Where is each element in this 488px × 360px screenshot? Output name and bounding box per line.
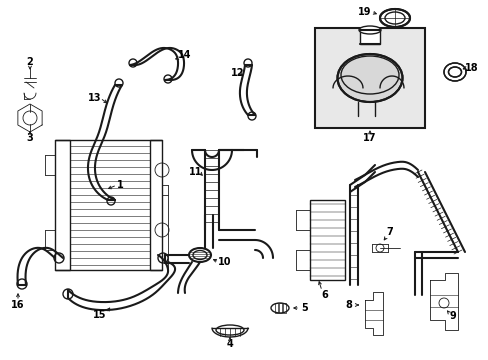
Ellipse shape: [443, 63, 465, 81]
Text: 14: 14: [178, 50, 191, 60]
Ellipse shape: [337, 54, 402, 102]
Text: 8: 8: [345, 300, 352, 310]
Text: 3: 3: [26, 133, 33, 143]
Bar: [283, 303, 285, 313]
Ellipse shape: [216, 325, 244, 335]
Ellipse shape: [358, 26, 380, 34]
Bar: [55, 140, 70, 270]
Text: 15: 15: [93, 310, 106, 320]
Text: 5: 5: [301, 303, 308, 313]
Ellipse shape: [379, 9, 409, 27]
Text: 2: 2: [26, 57, 33, 67]
Bar: [274, 303, 278, 313]
Text: 17: 17: [363, 133, 376, 143]
Text: 4: 4: [226, 339, 233, 349]
Ellipse shape: [447, 67, 461, 77]
Text: 9: 9: [448, 311, 455, 321]
Text: 13: 13: [88, 93, 102, 103]
Text: 7: 7: [386, 227, 392, 237]
Bar: [314, 28, 424, 128]
Text: 12: 12: [231, 68, 244, 78]
Bar: [359, 30, 379, 44]
Text: 10: 10: [218, 257, 231, 267]
Text: 11: 11: [189, 167, 203, 177]
Bar: [279, 303, 282, 313]
Text: 16: 16: [11, 300, 25, 310]
Text: 19: 19: [358, 7, 371, 17]
Text: 6: 6: [321, 290, 328, 300]
Bar: [150, 140, 162, 270]
Text: 1: 1: [116, 180, 123, 190]
Bar: [309, 200, 345, 280]
Text: 18: 18: [464, 63, 478, 73]
